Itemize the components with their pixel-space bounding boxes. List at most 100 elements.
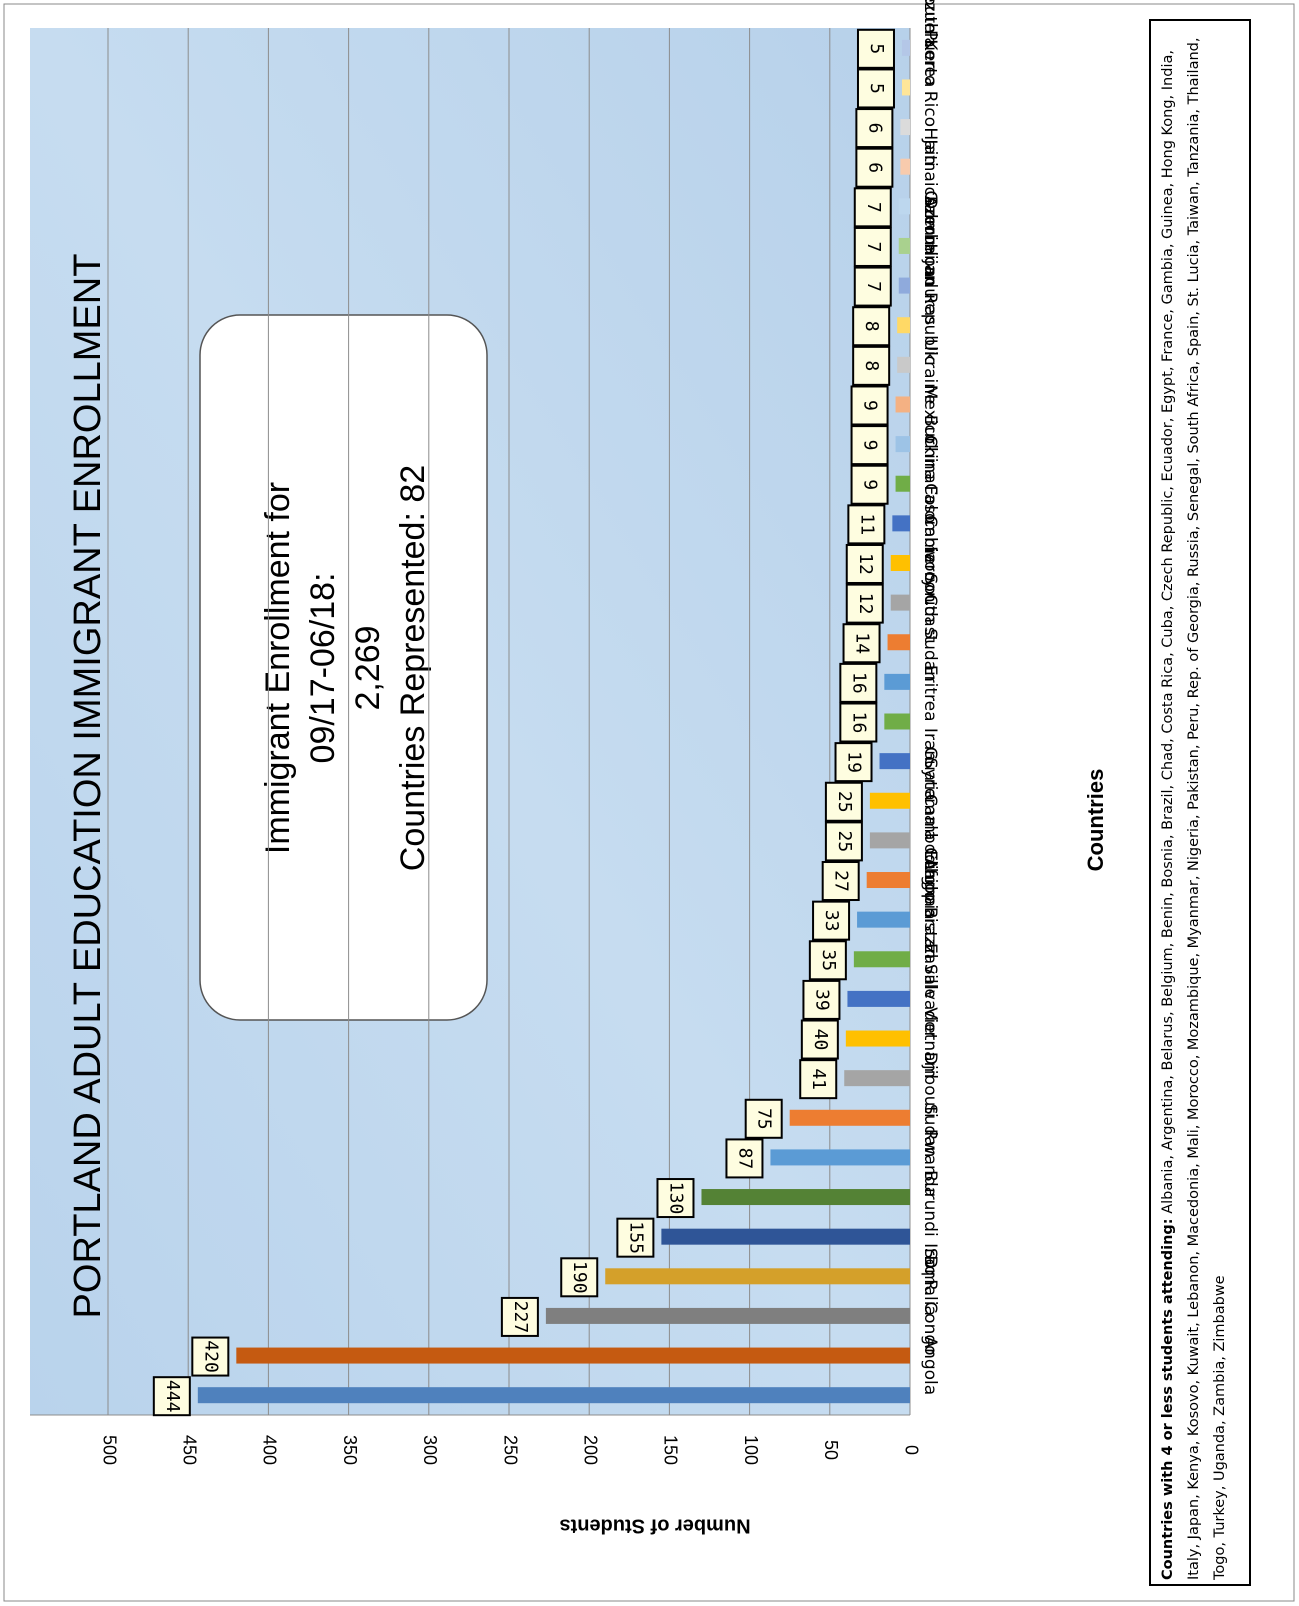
y-tick-label: 100: [741, 1435, 761, 1465]
bar: [853, 951, 910, 968]
footnote-label: Countries with 4 or less students attend…: [1160, 1218, 1176, 1580]
x-tick-label: Ethiopia: [920, 850, 940, 919]
value-label-box: [799, 1059, 838, 1100]
bar: [895, 475, 911, 492]
x-tick-label: Puerto Rico: [920, 30, 940, 127]
bar: [701, 1189, 910, 1206]
value-label-box: [812, 900, 851, 941]
value-label: 155: [625, 1221, 646, 1254]
bar: [845, 1030, 911, 1047]
value-label: 14: [852, 632, 873, 654]
bar: [869, 792, 911, 809]
value-label-box: [191, 1336, 230, 1377]
value-label: 7: [863, 242, 884, 253]
y-tick-label: 150: [661, 1435, 681, 1465]
bar: [197, 1387, 911, 1404]
annotation-line: Countries Represented: 82: [394, 465, 432, 871]
value-label-box: [656, 1178, 695, 1219]
y-axis-title: Number of Students: [559, 1515, 750, 1537]
value-label-box: [845, 583, 884, 624]
bar: [866, 872, 911, 889]
bar: [884, 713, 910, 730]
bar: [897, 317, 911, 334]
annotation-line: 09/17-06/18:: [304, 573, 342, 764]
x-tick-label: Colombia: [920, 483, 940, 563]
value-label: 33: [821, 910, 842, 932]
bar: [879, 753, 910, 770]
x-tick-label: Sudan: [920, 1104, 940, 1158]
value-label: 227: [510, 1301, 531, 1334]
value-label-box: [842, 623, 881, 664]
y-tick-label: 500: [99, 1435, 119, 1465]
value-label: 25: [834, 831, 855, 853]
value-label-box: [853, 266, 892, 307]
bar: [892, 515, 911, 532]
y-tick-label: 400: [260, 1435, 280, 1465]
bar: [895, 436, 911, 453]
x-tick-label: Guatemala: [920, 747, 940, 841]
value-label-box: [853, 226, 892, 267]
value-label-box: [821, 861, 860, 902]
x-tick-label: El Salvador: [920, 943, 940, 1038]
value-label-box: [616, 1217, 655, 1258]
bar: [897, 356, 911, 373]
x-tick-label: Afghanistan: [920, 858, 940, 959]
value-label-box: [856, 68, 895, 109]
y-tick-label: 450: [179, 1435, 199, 1465]
x-tick-label: D. R. Congo: [920, 1255, 940, 1355]
bar: [887, 634, 911, 651]
value-label: 19: [844, 751, 865, 773]
value-label: 5: [866, 43, 887, 54]
bar: [884, 673, 910, 690]
bar: [605, 1268, 910, 1285]
bar: [844, 1070, 911, 1087]
rotated-page: PORTLAND ADULT EDUCATION IMMIGRANT ENROL…: [30, 0, 1251, 1586]
annotation-line: 2,269: [349, 625, 387, 710]
value-label: 9: [860, 440, 881, 451]
x-tick-label: South Sudan: [920, 574, 940, 682]
x-tick-label: China: [920, 435, 940, 484]
bar: [236, 1347, 910, 1364]
value-label-box: [853, 187, 892, 228]
value-label: 7: [863, 202, 884, 213]
x-tick-label: Honduras: [920, 243, 940, 325]
value-label: 41: [808, 1068, 829, 1090]
x-tick-label: Azerbaijan: [920, 196, 940, 286]
value-label-box: [800, 1019, 839, 1060]
value-label: 9: [860, 479, 881, 490]
value-label: 5: [866, 83, 887, 94]
bar: [898, 198, 910, 215]
bar: [857, 911, 910, 928]
value-label-box: [560, 1257, 599, 1298]
bar: [898, 277, 910, 294]
value-label-box: [850, 385, 889, 426]
value-label: 12: [855, 553, 876, 575]
value-label: 16: [848, 712, 869, 734]
bar: [898, 237, 910, 254]
value-label-box: [850, 425, 889, 466]
x-tick-label: Djibouti: [920, 1052, 940, 1118]
value-label-box: [850, 464, 889, 505]
bar: [869, 832, 911, 849]
x-tick-label: Congo Brazzaville: [920, 847, 940, 999]
annotation-box: [199, 314, 488, 1021]
x-tick-label: Mexico: [920, 385, 940, 444]
value-label-box: [845, 543, 884, 584]
x-tick-label: Cambodia: [920, 794, 940, 880]
value-label-box: [834, 742, 873, 783]
value-label: 6: [864, 162, 885, 173]
bar: [770, 1149, 911, 1166]
y-tick-label: 300: [420, 1435, 440, 1465]
x-axis-title: Countries: [1083, 769, 1108, 872]
value-label-box: [852, 345, 891, 386]
value-label-box: [744, 1098, 783, 1139]
bar: [890, 594, 911, 611]
value-label: 16: [848, 672, 869, 694]
value-label: 87: [734, 1148, 755, 1170]
value-label: 6: [864, 123, 885, 134]
x-tick-label: Syria: [920, 758, 940, 801]
y-tick-label: 50: [821, 1440, 841, 1460]
value-label: 25: [834, 791, 855, 813]
x-tick-label: Dominican Republic: [920, 196, 940, 365]
